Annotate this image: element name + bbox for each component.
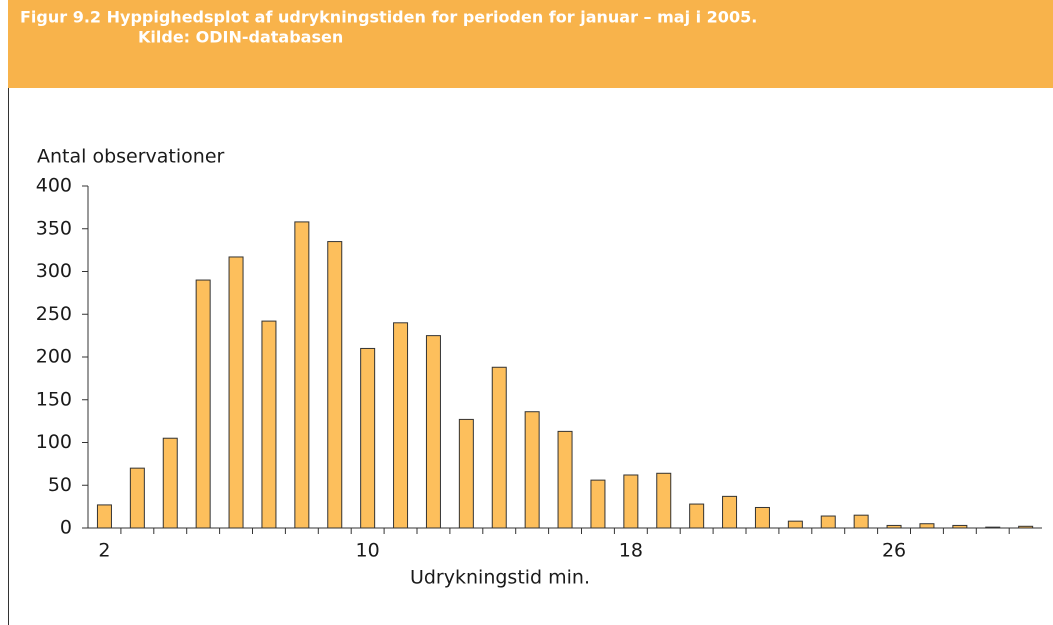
bar [787,520,803,529]
y-tick-label: 100 [36,431,72,453]
y-tick-label: 300 [36,260,72,282]
x-tick-label: 26 [882,540,906,562]
y-tick-label: 150 [36,388,72,410]
y-tick-label: 200 [36,346,72,368]
chart-title: Figur 9.2 Hyppighedsplot af udrykningsti… [20,8,757,27]
bar [327,241,343,529]
y-tick-label: 50 [48,474,72,496]
bar [228,256,244,529]
bar [623,474,639,529]
chart-source: Kilde: ODIN-databasen [138,28,343,47]
bar [393,322,409,529]
bar [360,347,376,529]
bar [886,524,902,529]
bar [754,506,770,529]
bar [458,418,474,529]
x-tick-label: 10 [356,540,380,562]
y-tick-label: 350 [36,217,72,239]
bar [689,503,705,529]
x-axis-title: Udrykningstid min. [410,567,590,589]
bar [919,523,935,529]
bar [261,320,277,529]
bar [129,467,145,529]
bar [96,504,112,529]
y-tick-label: 250 [36,303,72,325]
header-band [8,0,1053,88]
x-tick-label: 18 [619,540,643,562]
bar [294,221,310,529]
bar [1018,525,1034,529]
bar [195,279,211,529]
bar [952,524,968,529]
bar [557,430,573,529]
bar [524,411,540,529]
y-tick-label: 0 [60,517,72,539]
bar [491,366,507,529]
bar [425,335,441,529]
x-tick-label: 2 [98,540,110,562]
bar [722,495,738,529]
bar [820,515,836,529]
bar [590,479,606,529]
bar [656,472,672,529]
y-tick-label: 400 [36,175,72,197]
bar [985,526,1001,529]
bar [162,437,178,529]
bar [853,514,869,529]
y-axis-title: Antal observationer [37,146,225,168]
